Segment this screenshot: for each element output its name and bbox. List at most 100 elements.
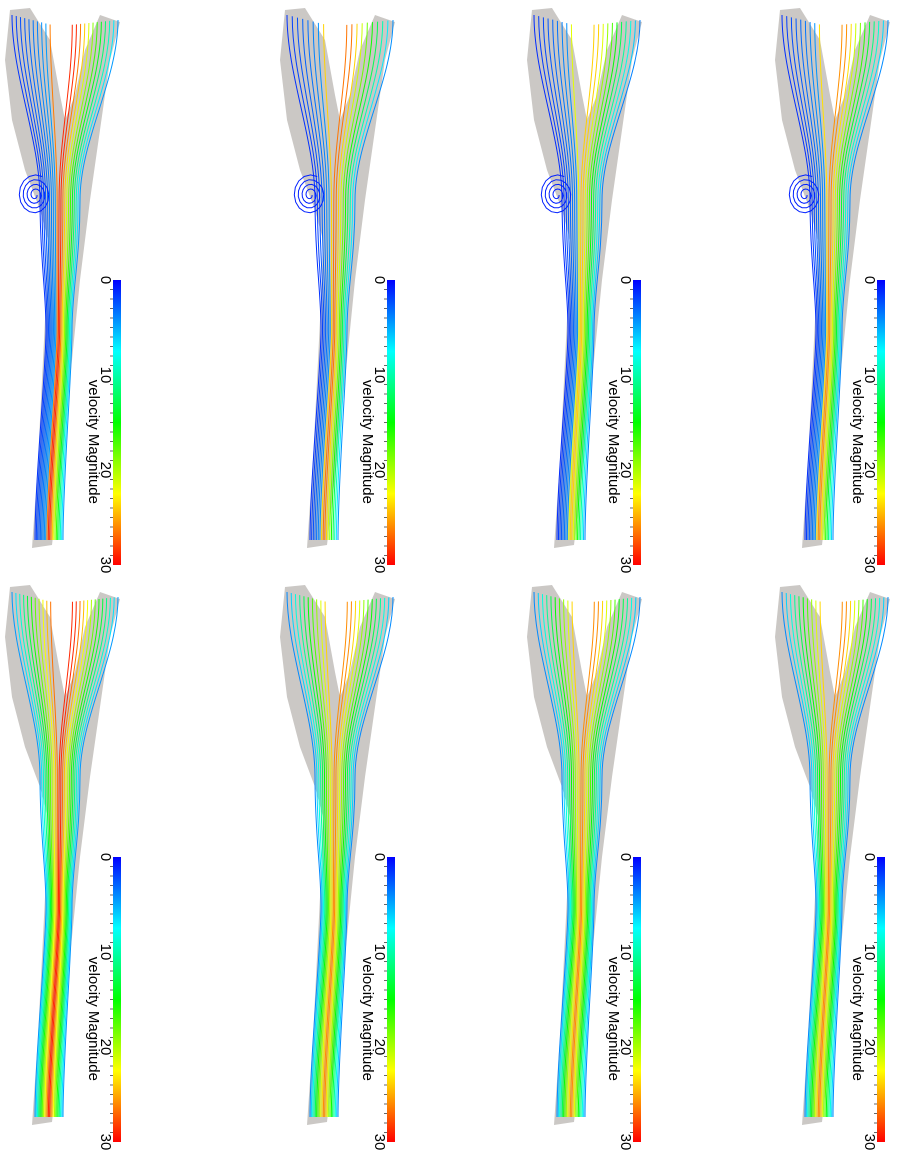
streamline: [569, 24, 595, 541]
colorbar-tick-label: 30: [617, 557, 634, 574]
streamline: [26, 595, 52, 1118]
colorbar-tick-label: 0: [97, 276, 114, 284]
streamline: [550, 596, 574, 1118]
streamline: [55, 599, 96, 1118]
colorbar-title: velocity Magnitude: [849, 957, 866, 1081]
colorbar-title: velocity Magnitude: [605, 380, 622, 504]
streamline: [15, 592, 48, 1118]
streamline: [541, 594, 571, 1118]
streamline: [61, 20, 115, 541]
streamline: [826, 21, 871, 541]
streamline: [52, 600, 89, 1118]
streamline: [533, 591, 569, 1118]
streamline: [330, 599, 373, 1118]
streamline: [554, 597, 575, 1118]
colorbar-tick-label: 0: [371, 853, 388, 861]
panel-r2c4: 0 10 20 30 velocity Magnitude: [775, 585, 890, 1150]
streamline: [46, 601, 58, 1118]
streamline: [322, 24, 348, 541]
streamline: [322, 601, 348, 1118]
colorbar-tick-label: 20: [97, 1039, 114, 1056]
colorbar-tick-label: 30: [861, 557, 878, 574]
streamline: [56, 598, 100, 1118]
streamline: [32, 20, 53, 541]
streamline: [58, 21, 107, 541]
vortex-spiral: [540, 174, 572, 214]
streamline: [290, 593, 323, 1118]
panel-r1c3: 0 10 20 30 velocity Magnitude: [527, 8, 642, 573]
streamline: [817, 24, 843, 541]
colorbar-tick-label: 10: [861, 944, 878, 961]
colorbar-tick-label: 20: [371, 462, 388, 479]
streamline: [575, 22, 613, 541]
colorbar-title: velocity Magnitude: [85, 380, 102, 504]
streamline: [328, 600, 365, 1118]
streamline: [291, 16, 324, 541]
streamline: [317, 22, 331, 541]
streamline: [312, 21, 330, 541]
colorbar-tick-label: 30: [371, 1134, 388, 1151]
streamline: [62, 596, 119, 1118]
streamline: [49, 601, 77, 1118]
colorbar-tick-label: 30: [617, 1134, 634, 1151]
streamline: [307, 597, 328, 1118]
streamline: [294, 594, 324, 1118]
streamline: [299, 595, 326, 1118]
streamline: [286, 591, 322, 1118]
colorbar-tick-label: 30: [97, 557, 114, 574]
colorbar-tick-label: 10: [371, 367, 388, 384]
colorbar-tick-label: 20: [617, 1039, 634, 1056]
streamline: [832, 19, 889, 541]
streamline: [786, 16, 818, 541]
streamline: [827, 598, 872, 1118]
streamline: [573, 600, 608, 1118]
streamline: [815, 600, 827, 1118]
streamline: [321, 601, 333, 1118]
streamline: [581, 20, 632, 541]
streamline: [584, 19, 641, 541]
streamline: [336, 597, 390, 1118]
streamline: [47, 601, 73, 1118]
colorbar-tick-label: 20: [617, 462, 634, 479]
streamline: [821, 600, 856, 1118]
streamline: [329, 22, 368, 541]
streamline: [820, 600, 852, 1118]
colorbar-tick-label: 0: [861, 853, 878, 861]
colorbar: [633, 857, 641, 1142]
streamline: [296, 17, 325, 541]
streamline: [571, 24, 600, 541]
streamline: [50, 23, 82, 541]
streamline: [321, 24, 333, 541]
streamline: [823, 600, 860, 1118]
streamline: [577, 599, 620, 1118]
streamline: [794, 595, 821, 1118]
colorbar-tick-label: 0: [617, 853, 634, 861]
streamline: [567, 600, 579, 1118]
panel-r1c4: 0 10 20 30 velocity Magnitude: [775, 8, 890, 573]
streamline: [566, 23, 579, 541]
streamline: [571, 601, 599, 1118]
streamline: [334, 21, 384, 541]
streamline: [316, 599, 331, 1118]
streamline: [45, 23, 57, 541]
streamline: [831, 597, 885, 1118]
streamline: [561, 22, 577, 541]
vortex-spiral: [293, 174, 325, 214]
streamline: [825, 22, 866, 541]
streamline: [307, 20, 328, 541]
streamline: [54, 22, 94, 541]
streamline: [533, 14, 569, 541]
streamline: [828, 598, 877, 1118]
streamline: [51, 23, 86, 541]
streamline: [781, 14, 817, 541]
streamline: [57, 598, 104, 1118]
panel-r2c3: 0 10 20 30 velocity Magnitude: [527, 585, 642, 1150]
streamline: [15, 16, 48, 541]
colorbar-tick-label: 20: [861, 1039, 878, 1056]
streamline: [829, 20, 880, 541]
streamline: [302, 18, 327, 541]
streamline: [311, 598, 329, 1118]
streamline: [556, 20, 576, 541]
streamline: [28, 19, 52, 541]
